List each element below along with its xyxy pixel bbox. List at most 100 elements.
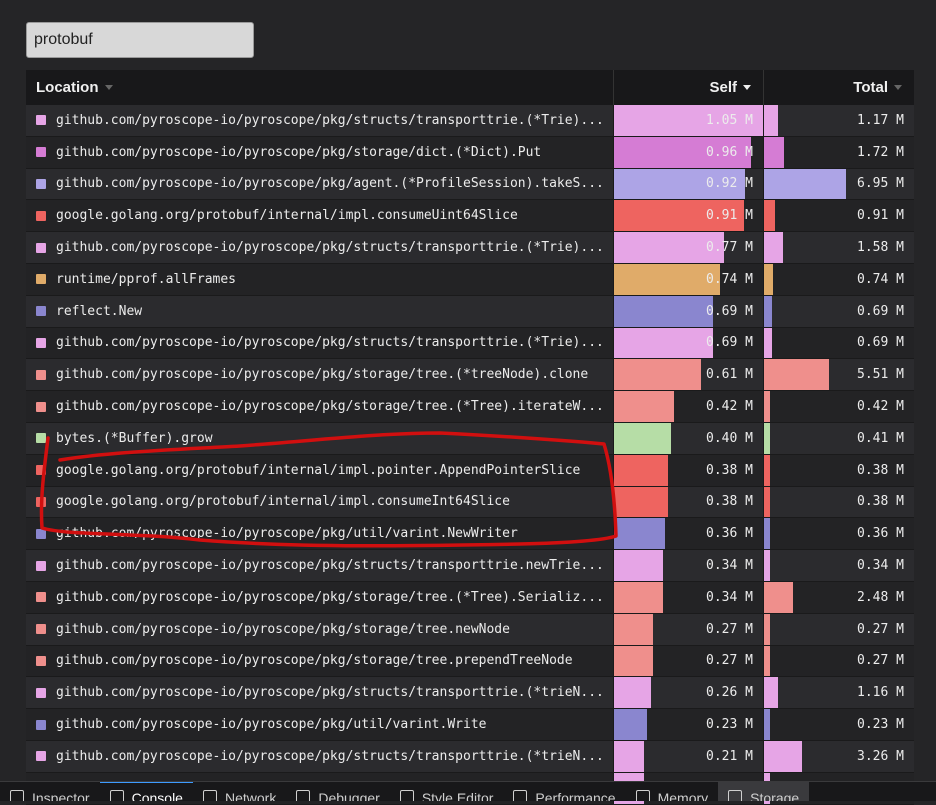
self-value: 0.77 M <box>706 240 753 256</box>
total-value: 0.27 M <box>857 621 904 637</box>
devtools-tab-style-editor[interactable]: Style Editor <box>390 782 504 801</box>
devtools-tab-network[interactable]: Network <box>193 782 286 801</box>
style-editor-icon <box>399 790 414 801</box>
color-swatch-icon <box>36 115 46 126</box>
table-row[interactable]: github.com/pyroscope-io/pyroscope/pkg/st… <box>26 550 914 582</box>
table-body: github.com/pyroscope-io/pyroscope/pkg/st… <box>26 105 914 805</box>
table-row[interactable]: github.com/pyroscope-io/pyroscope/pkg/ut… <box>26 709 914 741</box>
total-value: 0.74 M <box>857 271 904 287</box>
self-bar <box>614 581 663 613</box>
color-swatch-icon <box>36 655 46 666</box>
self-bar <box>614 740 644 772</box>
function-name: github.com/pyroscope-io/pyroscope/pkg/st… <box>56 589 604 605</box>
table-row[interactable]: github.com/pyroscope-io/pyroscope/pkg/st… <box>26 232 914 264</box>
function-name: reflect.New <box>56 303 143 319</box>
function-name: github.com/pyroscope-io/pyroscope/pkg/st… <box>56 621 510 637</box>
table-row[interactable]: reflect.New 0.69 M 0.69 M <box>26 295 914 328</box>
column-header-location[interactable]: Location <box>26 79 613 96</box>
memory-icon <box>635 790 650 801</box>
self-bar <box>614 677 651 709</box>
table-row[interactable]: runtime/pprof.allFrames 0.74 M 0.74 M <box>26 263 914 296</box>
column-header-self[interactable]: Self <box>613 70 763 105</box>
total-bar <box>764 105 778 136</box>
table-row[interactable]: github.com/pyroscope-io/pyroscope/pkg/st… <box>26 327 914 360</box>
total-cell: 0.41 M <box>763 422 914 454</box>
search-input[interactable] <box>26 22 254 58</box>
location-cell: github.com/pyroscope-io/pyroscope/pkg/st… <box>26 646 613 677</box>
total-cell: 0.36 M <box>763 518 914 550</box>
total-cell: 0.42 M <box>763 391 914 422</box>
self-cell: 0.23 M <box>613 709 763 740</box>
self-cell: 0.34 M <box>613 581 763 613</box>
total-cell: 1.72 M <box>763 136 914 168</box>
column-header-label: Total <box>853 79 888 96</box>
sort-arrow-icon <box>894 85 902 90</box>
table-row[interactable]: github.com/pyroscope-io/pyroscope/pkg/st… <box>26 645 914 678</box>
function-name: google.golang.org/protobuf/internal/impl… <box>56 462 581 478</box>
self-cell: 0.27 M <box>613 645 763 677</box>
devtools-tab-storage[interactable]: Storage <box>718 782 810 801</box>
total-bar <box>764 136 784 168</box>
function-name: github.com/pyroscope-io/pyroscope/pkg/st… <box>56 653 573 669</box>
devtools-tab-console[interactable]: Console <box>99 782 194 801</box>
column-header-total[interactable]: Total <box>763 70 914 105</box>
console-icon <box>109 790 124 801</box>
total-value: 1.17 M <box>857 112 904 128</box>
total-bar <box>764 613 770 645</box>
self-cell: 0.26 M <box>613 677 763 709</box>
devtools-tab-memory[interactable]: Memory <box>626 782 719 801</box>
total-cell: 1.17 M <box>763 105 914 136</box>
location-cell: reflect.New <box>26 296 613 327</box>
total-value: 0.69 M <box>857 335 904 351</box>
function-name: google.golang.org/protobuf/internal/impl… <box>56 208 518 224</box>
self-cell: 0.96 M <box>613 136 763 168</box>
self-cell: 0.74 M <box>613 263 763 295</box>
table-row[interactable]: github.com/pyroscope-io/pyroscope/pkg/ag… <box>26 168 914 201</box>
color-swatch-icon <box>36 592 46 603</box>
storage-icon <box>728 790 743 801</box>
table-row[interactable]: github.com/pyroscope-io/pyroscope/pkg/st… <box>26 613 914 646</box>
table-row[interactable]: github.com/pyroscope-io/pyroscope/pkg/ut… <box>26 518 914 551</box>
self-value: 0.42 M <box>706 399 753 415</box>
table-row[interactable]: google.golang.org/protobuf/internal/impl… <box>26 486 914 519</box>
total-value: 0.34 M <box>857 558 904 574</box>
location-cell: github.com/pyroscope-io/pyroscope/pkg/st… <box>26 328 613 359</box>
total-value: 5.51 M <box>857 367 904 383</box>
total-bar <box>764 518 770 550</box>
devtools-tab-performance[interactable]: Performance <box>503 782 625 801</box>
table-row[interactable]: github.com/pyroscope-io/pyroscope/pkg/st… <box>26 391 914 423</box>
self-bar <box>614 486 668 518</box>
function-name: github.com/pyroscope-io/pyroscope/pkg/st… <box>56 558 604 574</box>
table-row[interactable]: google.golang.org/protobuf/internal/impl… <box>26 454 914 487</box>
table-row[interactable]: github.com/pyroscope-io/pyroscope/pkg/st… <box>26 136 914 169</box>
devtools-tab-inspector[interactable]: Inspector <box>0 782 100 801</box>
table-row[interactable]: github.com/pyroscope-io/pyroscope/pkg/st… <box>26 740 914 773</box>
total-bar <box>764 454 770 486</box>
location-cell: bytes.(*Buffer).grow <box>26 423 613 454</box>
self-bar <box>614 422 671 454</box>
total-bar <box>764 168 846 200</box>
self-bar <box>614 295 713 327</box>
function-name: bytes.(*Buffer).grow <box>56 430 213 446</box>
total-value: 6.95 M <box>857 176 904 192</box>
color-swatch-icon <box>36 337 46 348</box>
total-bar <box>764 422 770 454</box>
function-name: github.com/pyroscope-io/pyroscope/pkg/st… <box>56 240 604 256</box>
location-cell: github.com/pyroscope-io/pyroscope/pkg/st… <box>26 741 613 772</box>
color-swatch-icon <box>36 401 46 412</box>
total-bar <box>764 263 773 295</box>
self-cell: 0.61 M <box>613 359 763 391</box>
table-row[interactable]: github.com/pyroscope-io/pyroscope/pkg/st… <box>26 105 914 137</box>
color-swatch-icon <box>36 242 46 253</box>
self-cell: 0.38 M <box>613 454 763 486</box>
performance-icon <box>513 790 528 801</box>
total-cell: 0.69 M <box>763 295 914 327</box>
table-row[interactable]: github.com/pyroscope-io/pyroscope/pkg/st… <box>26 359 914 392</box>
table-row[interactable]: bytes.(*Buffer).grow 0.40 M 0.41 M <box>26 422 914 455</box>
total-bar <box>764 645 770 677</box>
table-row[interactable]: github.com/pyroscope-io/pyroscope/pkg/st… <box>26 677 914 710</box>
devtools-tab-debugger[interactable]: Debugger <box>286 782 390 801</box>
table-row[interactable]: google.golang.org/protobuf/internal/impl… <box>26 200 914 233</box>
table-row[interactable]: github.com/pyroscope-io/pyroscope/pkg/st… <box>26 581 914 614</box>
total-cell: 0.91 M <box>763 200 914 232</box>
